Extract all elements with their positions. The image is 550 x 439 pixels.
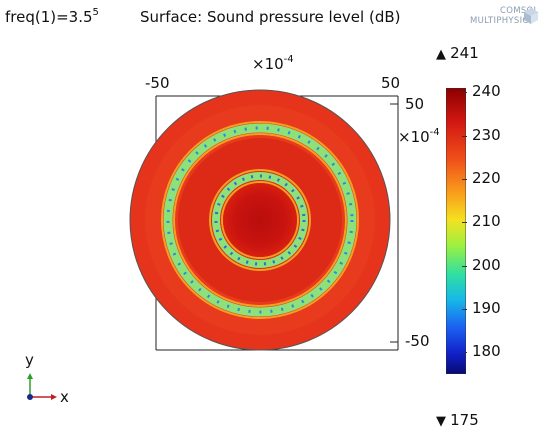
origin-dot [27, 394, 33, 400]
colorbar-gradient [446, 88, 466, 374]
top-axis-multiplier: ×10-4 [252, 54, 294, 73]
down-triangle-icon: ▼ [436, 414, 446, 429]
logo-line-2: MULTIPHYSICS [470, 16, 535, 26]
up-triangle-icon: ▲ [436, 47, 446, 62]
outer-ring-speckle [166, 126, 354, 314]
colorbar-tick-label: 210 [472, 212, 501, 231]
outer-ring-inner-edge [173, 133, 347, 307]
parameter-value: freq(1)=3.5 [5, 8, 93, 26]
inner-ring-outer-edge [209, 169, 311, 271]
right-axis-tick-bottom: -50 [405, 332, 430, 350]
triad-y-label: y [25, 351, 34, 369]
min-indicator: ▼ 175 [436, 411, 479, 429]
top-axis-tick-right: 50 [381, 74, 401, 92]
colorbar-tick-mark [462, 135, 467, 137]
max-indicator: ▲ 241 [436, 44, 479, 62]
colorbar-tick-label: 190 [472, 299, 501, 317]
triad-x-label: x [60, 388, 69, 406]
logo-line-1: COMSOL [500, 6, 539, 16]
min-value: 175 [450, 411, 479, 429]
x-arrowhead-icon [51, 394, 57, 400]
colorbar-tick-label: 200 [472, 255, 501, 274]
inner-ring-inner-edge [221, 181, 299, 259]
colorbar-tick-label: 220 [472, 169, 501, 187]
coordinate-triad [27, 373, 57, 400]
plot-title: Surface: Sound pressure level (dB) [140, 8, 401, 26]
core-region [223, 183, 297, 257]
top-axis-tick-left: -50 [145, 74, 170, 92]
colorbar-tick-mark [462, 222, 467, 224]
colorbar-tick-label: 180 [472, 342, 501, 361]
right-axis-tick-top: 50 [405, 95, 425, 113]
parameter-label: freq(1)=3.55 [5, 7, 99, 26]
colorbar-tick-label: 230 [472, 125, 501, 144]
colorbar-tick-mark [462, 352, 467, 354]
colorbar-tick-mark [462, 179, 467, 180]
colorbar [446, 88, 466, 374]
y-arrowhead-icon [27, 373, 33, 379]
right-axis-multiplier: ×10-4 [398, 127, 440, 146]
outer-ring-outer-edge [161, 121, 359, 319]
inner-ring-speckle [214, 174, 306, 266]
cube-icon [524, 8, 538, 24]
colorbar-tick-mark [462, 92, 467, 94]
colorbar-tick-label: 240 [472, 82, 501, 101]
colorbar-tick-mark [462, 265, 467, 267]
max-value: 241 [450, 44, 479, 62]
parameter-exponent: 5 [92, 7, 99, 18]
colorbar-tick-mark [462, 309, 467, 310]
comsol-logo: COMSOL MULTIPHYSICS [470, 6, 545, 26]
